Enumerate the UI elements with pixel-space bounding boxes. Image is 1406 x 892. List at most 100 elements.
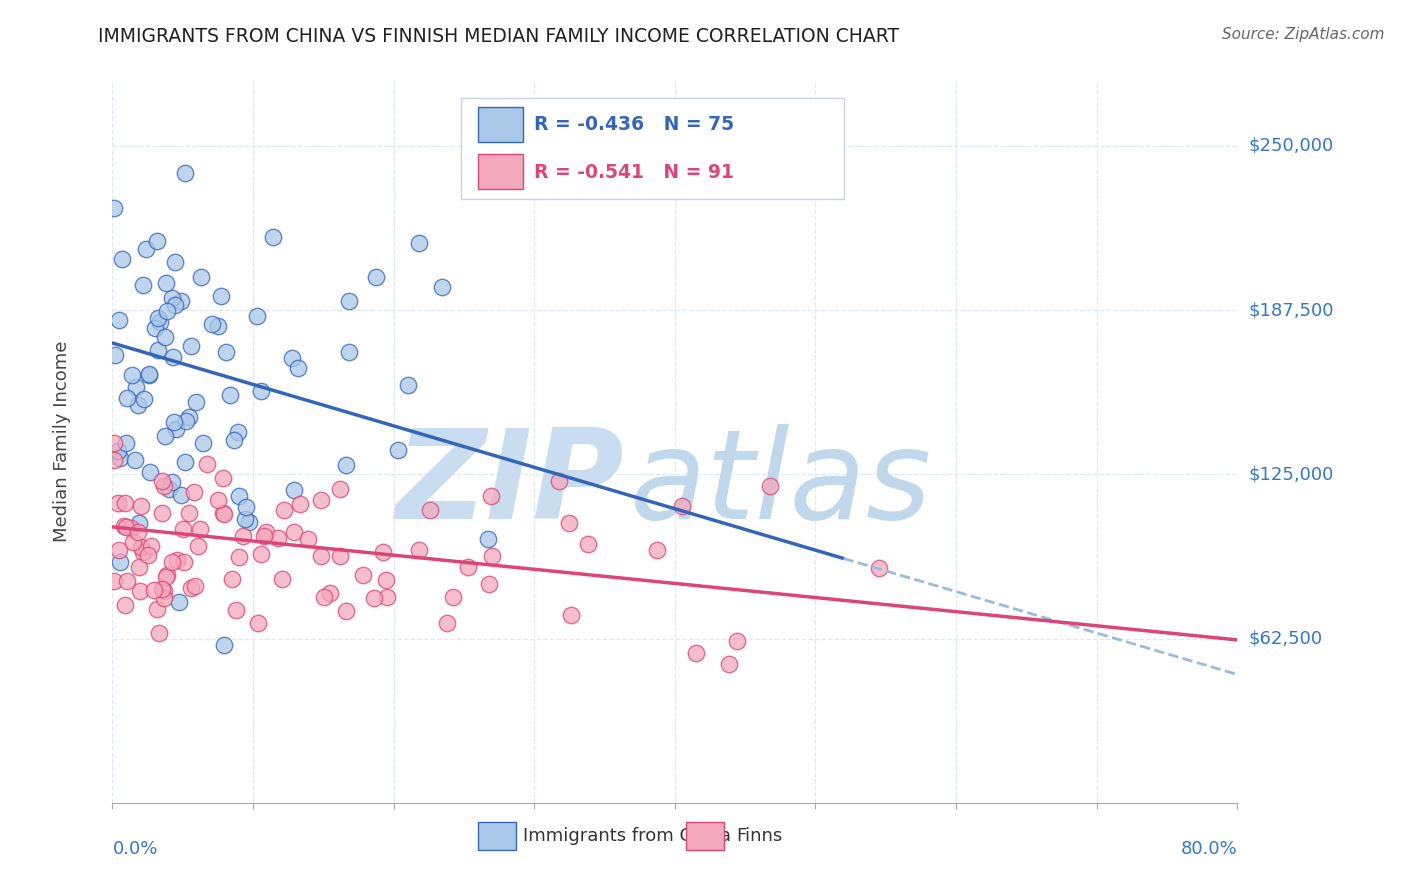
Point (374, 574, 396, 588)
Point (262, 230, 284, 244)
Point (254, 525, 277, 540)
Point (273, 503, 295, 517)
Point (166, 553, 188, 567)
Text: 0.0%: 0.0% (112, 839, 157, 857)
Point (167, 594, 190, 608)
Point (103, 436, 125, 450)
Point (558, 516, 581, 530)
Point (225, 603, 247, 617)
Point (131, 544, 153, 558)
Point (375, 590, 398, 604)
Point (174, 166, 197, 180)
Point (177, 409, 200, 424)
Point (478, 576, 501, 591)
Point (235, 511, 257, 525)
Point (226, 425, 249, 439)
Point (214, 508, 236, 522)
FancyBboxPatch shape (686, 822, 724, 850)
Point (153, 479, 176, 493)
Text: Finns: Finns (737, 827, 783, 845)
Point (142, 583, 165, 598)
Point (238, 515, 260, 529)
Point (335, 604, 357, 618)
Point (387, 443, 409, 458)
Point (103, 201, 125, 215)
Point (267, 531, 290, 545)
Point (209, 288, 232, 302)
Point (153, 591, 176, 606)
Point (352, 568, 374, 582)
Text: R = -0.436   N = 75: R = -0.436 N = 75 (534, 115, 734, 134)
Point (868, 560, 890, 574)
Point (245, 309, 267, 323)
Point (479, 489, 502, 503)
Text: Median Family Income: Median Family Income (53, 341, 70, 542)
Point (128, 560, 150, 574)
Point (441, 591, 464, 605)
Text: R = -0.541   N = 91: R = -0.541 N = 91 (534, 162, 734, 182)
Point (371, 545, 394, 559)
Point (232, 529, 254, 543)
Point (122, 535, 145, 549)
Point (160, 291, 183, 305)
Point (150, 474, 173, 488)
Point (283, 524, 305, 539)
Point (148, 626, 170, 640)
Point (177, 507, 200, 521)
Point (148, 343, 170, 358)
Point (136, 548, 159, 562)
FancyBboxPatch shape (478, 107, 523, 142)
Point (174, 455, 197, 469)
Point (115, 391, 138, 405)
Point (207, 318, 229, 333)
Text: ZIP: ZIP (395, 425, 624, 545)
Point (138, 465, 160, 479)
Text: 80.0%: 80.0% (1181, 839, 1237, 857)
Point (221, 573, 243, 587)
Point (138, 368, 160, 382)
Point (214, 345, 236, 359)
Point (114, 599, 136, 613)
Point (150, 582, 173, 597)
Point (187, 539, 209, 553)
Point (165, 255, 187, 269)
Point (115, 436, 138, 450)
Point (155, 568, 177, 582)
Point (432, 280, 454, 294)
Point (150, 507, 173, 521)
Point (184, 579, 207, 593)
Point (288, 497, 311, 511)
Point (576, 537, 599, 551)
Point (170, 488, 193, 502)
Point (759, 479, 782, 493)
Point (197, 458, 219, 472)
Point (160, 475, 183, 489)
Point (128, 516, 150, 531)
Point (287, 361, 309, 376)
Point (228, 489, 250, 503)
Point (250, 547, 273, 561)
Point (146, 311, 169, 326)
Point (280, 351, 302, 365)
Point (129, 499, 152, 513)
Point (718, 657, 741, 671)
Point (107, 443, 129, 458)
Point (111, 252, 134, 267)
Point (218, 388, 240, 402)
Point (155, 329, 177, 343)
Point (396, 377, 419, 392)
Point (152, 584, 174, 599)
Point (224, 433, 246, 447)
Point (183, 484, 205, 499)
Point (157, 482, 180, 496)
Point (364, 270, 387, 285)
Text: $62,500: $62,500 (1249, 630, 1323, 648)
Point (165, 422, 187, 436)
Point (174, 414, 197, 428)
Text: $250,000: $250,000 (1249, 137, 1334, 155)
Point (212, 506, 235, 520)
Text: atlas: atlas (630, 425, 932, 545)
Point (297, 532, 319, 546)
Point (155, 570, 177, 584)
Point (162, 350, 184, 364)
